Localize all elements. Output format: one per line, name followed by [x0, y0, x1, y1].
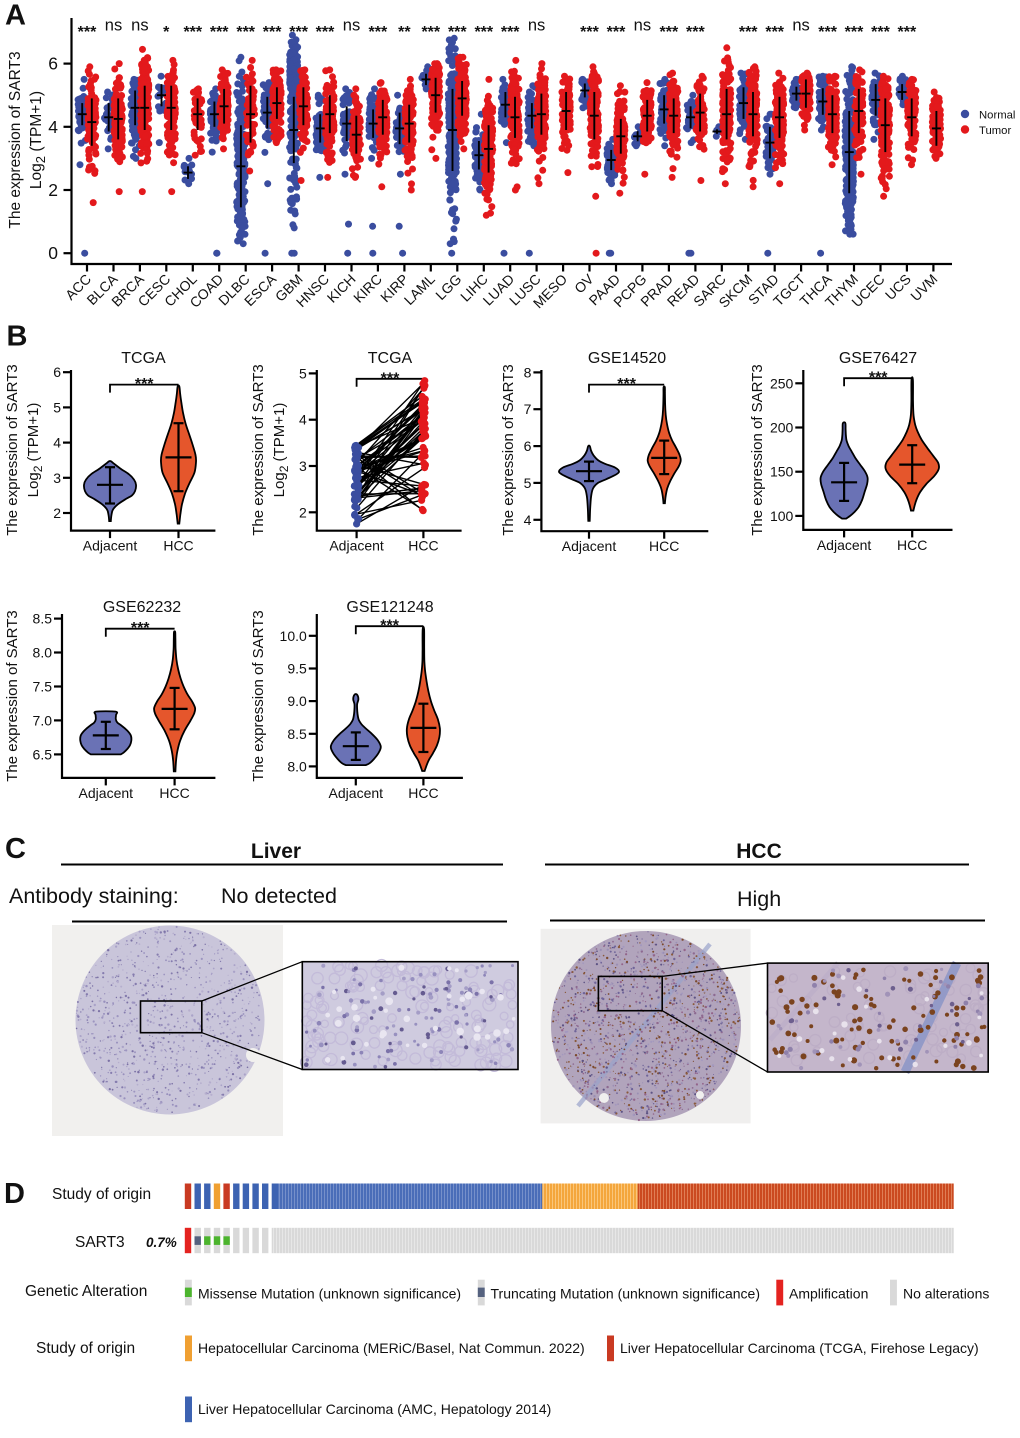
svg-text:A: A	[5, 0, 26, 32]
svg-text:4: 4	[48, 117, 58, 137]
svg-text:6: 6	[48, 54, 58, 74]
svg-text:The expression of SART3: The expression of SART3	[7, 51, 24, 228]
svg-text:2: 2	[48, 180, 58, 200]
svg-text:0: 0	[48, 243, 58, 263]
